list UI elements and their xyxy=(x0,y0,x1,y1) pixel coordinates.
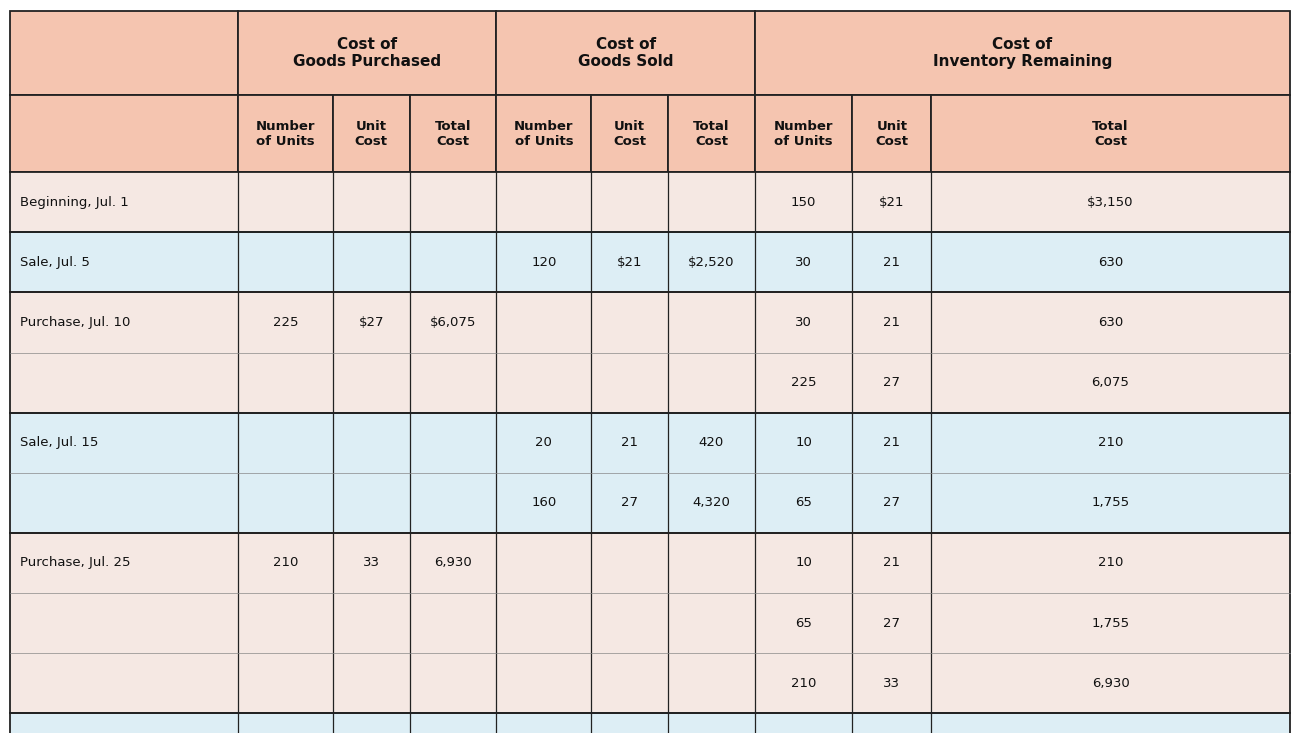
Text: 210: 210 xyxy=(1097,556,1123,570)
Text: Purchase, Jul. 25: Purchase, Jul. 25 xyxy=(20,556,130,570)
Text: 10: 10 xyxy=(796,436,812,449)
Bar xyxy=(10,713,1290,733)
Text: Purchase, Jul. 10: Purchase, Jul. 10 xyxy=(20,316,130,329)
Text: 6,930: 6,930 xyxy=(434,556,472,570)
Text: 1,755: 1,755 xyxy=(1092,616,1130,630)
Text: $21: $21 xyxy=(616,256,642,269)
Bar xyxy=(10,95,238,172)
Text: Number
of Units: Number of Units xyxy=(514,119,573,148)
Text: Beginning, Jul. 1: Beginning, Jul. 1 xyxy=(20,196,129,209)
Bar xyxy=(333,95,410,172)
Text: 33: 33 xyxy=(363,556,380,570)
Text: 160: 160 xyxy=(532,496,556,509)
Text: 150: 150 xyxy=(790,196,816,209)
Text: $27: $27 xyxy=(359,316,383,329)
Text: 21: 21 xyxy=(883,256,901,269)
Bar xyxy=(10,533,1290,713)
Text: Number
of Units: Number of Units xyxy=(256,119,315,148)
Bar xyxy=(497,11,755,95)
Text: 10: 10 xyxy=(796,556,812,570)
Text: $21: $21 xyxy=(879,196,905,209)
Text: 27: 27 xyxy=(883,496,901,509)
Text: 65: 65 xyxy=(796,496,812,509)
Text: Cost of
Goods Sold: Cost of Goods Sold xyxy=(578,37,673,70)
Bar xyxy=(10,232,1290,292)
Text: 33: 33 xyxy=(883,677,901,690)
Text: 21: 21 xyxy=(621,436,638,449)
Text: $3,150: $3,150 xyxy=(1087,196,1134,209)
Text: 65: 65 xyxy=(796,616,812,630)
Bar xyxy=(852,95,931,172)
Text: 20: 20 xyxy=(536,436,552,449)
Text: 27: 27 xyxy=(883,376,901,389)
Text: 21: 21 xyxy=(883,316,901,329)
Text: 30: 30 xyxy=(796,256,812,269)
Bar xyxy=(10,413,1290,533)
Text: 6,075: 6,075 xyxy=(1092,376,1130,389)
Text: Unit
Cost: Unit Cost xyxy=(875,119,909,148)
Text: 21: 21 xyxy=(883,436,901,449)
Text: 1,755: 1,755 xyxy=(1092,496,1130,509)
Text: Total
Cost: Total Cost xyxy=(434,119,472,148)
Bar xyxy=(931,95,1290,172)
Bar xyxy=(497,95,592,172)
Text: 630: 630 xyxy=(1098,316,1123,329)
Bar xyxy=(10,11,238,95)
Bar xyxy=(755,95,852,172)
Text: Unit
Cost: Unit Cost xyxy=(355,119,387,148)
Text: Unit
Cost: Unit Cost xyxy=(614,119,646,148)
Text: Sale, Jul. 5: Sale, Jul. 5 xyxy=(20,256,90,269)
Bar xyxy=(592,95,668,172)
Bar xyxy=(238,95,333,172)
Text: Sale, Jul. 15: Sale, Jul. 15 xyxy=(20,436,98,449)
Text: 27: 27 xyxy=(883,616,901,630)
Text: 210: 210 xyxy=(790,677,816,690)
Bar xyxy=(668,95,755,172)
Text: 21: 21 xyxy=(883,556,901,570)
Text: 27: 27 xyxy=(621,496,638,509)
Bar xyxy=(410,95,497,172)
Text: Cost of
Goods Purchased: Cost of Goods Purchased xyxy=(294,37,442,70)
Text: 210: 210 xyxy=(273,556,298,570)
Text: 6,930: 6,930 xyxy=(1092,677,1130,690)
Text: 420: 420 xyxy=(699,436,724,449)
Bar xyxy=(238,11,497,95)
Text: $2,520: $2,520 xyxy=(688,256,734,269)
Bar xyxy=(10,292,1290,413)
Text: 4,320: 4,320 xyxy=(693,496,731,509)
Text: 30: 30 xyxy=(796,316,812,329)
Text: 225: 225 xyxy=(273,316,298,329)
Text: 120: 120 xyxy=(532,256,556,269)
Text: 210: 210 xyxy=(1097,436,1123,449)
Text: Total
Cost: Total Cost xyxy=(693,119,729,148)
Text: 630: 630 xyxy=(1098,256,1123,269)
Text: Total
Cost: Total Cost xyxy=(1092,119,1128,148)
Text: 225: 225 xyxy=(790,376,816,389)
Bar xyxy=(10,172,1290,232)
Text: Cost of
Inventory Remaining: Cost of Inventory Remaining xyxy=(932,37,1112,70)
Bar xyxy=(755,11,1290,95)
Text: Number
of Units: Number of Units xyxy=(774,119,833,148)
Text: $6,075: $6,075 xyxy=(430,316,476,329)
